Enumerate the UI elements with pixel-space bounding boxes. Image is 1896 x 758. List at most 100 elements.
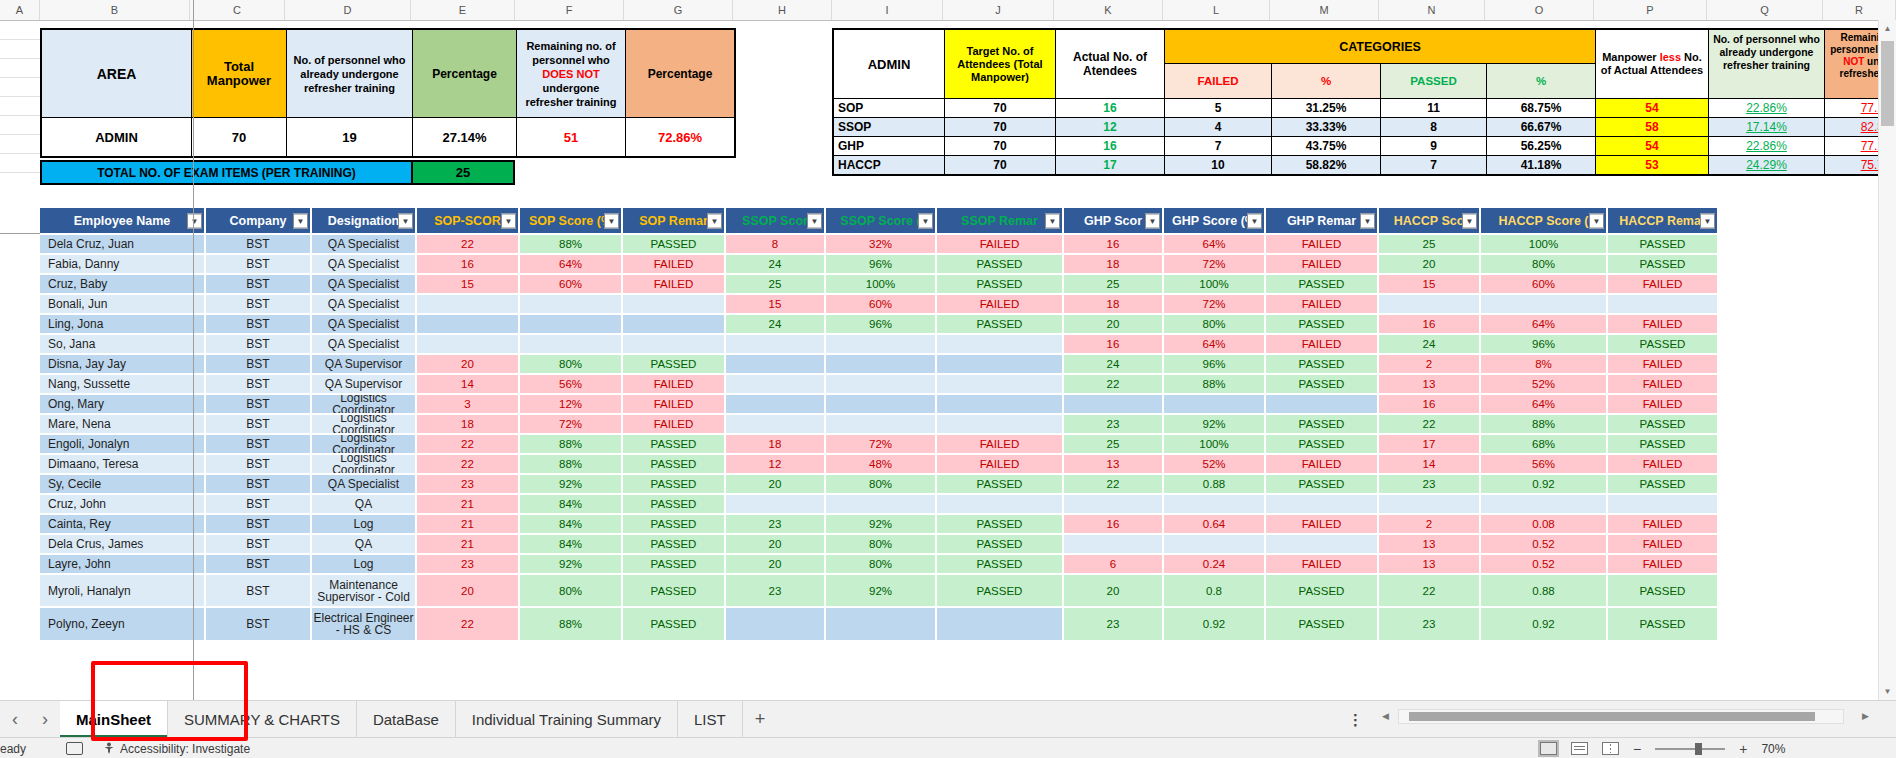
designation-cell[interactable]: QA Specialist [312,255,415,273]
cell-sop-remarks[interactable]: PASSED [623,535,724,553]
column-header-sop-score[interactable]: SOP Score (%▼ [520,208,621,233]
zoom-slider[interactable] [1655,748,1725,750]
column-header-company[interactable]: Company▼ [206,208,310,233]
cell-haccp-score-pct[interactable] [1481,495,1606,513]
cell-ghp-remarks[interactable]: PASSED [1266,375,1377,393]
cell-ghp-score[interactable]: 13 [1064,455,1162,473]
horizontal-scrollbar-thumb[interactable] [1409,712,1815,721]
cell-haccp-remarks[interactable]: PASSED [1608,608,1717,640]
tab-list[interactable]: LIST [678,701,743,738]
company-cell[interactable]: BST [206,315,310,333]
page-layout-view-icon[interactable] [1571,742,1588,755]
cell-ssop-score[interactable]: 24 [726,315,824,333]
cell-ssop-diff[interactable]: 58 [1596,118,1708,136]
cell-sop-score-pct[interactable]: 84% [520,515,621,533]
employee-name-cell[interactable]: Nang, Sussette [40,375,204,393]
cell-haccp-remarks[interactable]: FAILED [1608,455,1717,473]
cell-sop-score[interactable]: 18 [417,415,518,433]
column-header-ghp-remar[interactable]: GHP Remar▼ [1266,208,1377,233]
cell-ssop-failed-pct[interactable]: 33.33% [1272,118,1380,136]
company-cell[interactable]: BST [206,535,310,553]
cell-ssop-score[interactable] [726,395,824,413]
column-letter-b[interactable]: B [40,0,190,20]
cell-haccp-score[interactable]: 2 [1379,355,1479,373]
cell-haccp-score[interactable]: 22 [1379,415,1479,433]
failed-pct-header[interactable]: % [1272,64,1380,98]
column-header-ssop-score[interactable]: SSOP Score (▼ [826,208,935,233]
cell-ssop-remarks[interactable]: PASSED [937,575,1062,606]
cell-haccp-score[interactable]: 22 [1379,575,1479,606]
cell-ssop-score-pct[interactable] [826,415,935,433]
cell-ghp-name[interactable]: GHP [834,137,944,155]
cell-ghp-score-pct[interactable]: 96% [1164,355,1264,373]
column-letter-r[interactable]: R [1823,0,1896,20]
column-header-ssop-remar[interactable]: SSOP Remar▼ [937,208,1062,233]
column-letter-a[interactable]: A [0,0,40,20]
designation-cell[interactable]: QA [312,535,415,553]
filter-button[interactable]: ▼ [604,213,619,228]
cell-haccp-score-pct[interactable]: 0.92 [1481,608,1606,640]
vertical-scrollbar[interactable]: ▲ ▼ [1878,20,1896,700]
cell-sop-score-pct[interactable]: 88% [520,608,621,640]
cell-ghp-remarks[interactable] [1266,535,1377,553]
filter-button[interactable]: ▼ [1045,213,1060,228]
cell-ghp-score-pct[interactable]: 0.64 [1164,515,1264,533]
cell-haccp-remarks[interactable]: FAILED [1608,535,1717,553]
employee-name-cell[interactable]: Mare, Nena [40,415,204,433]
cell-sop-remarks[interactable]: FAILED [623,275,724,293]
cell-ssop-remarks[interactable]: FAILED [937,235,1062,253]
exam-items-value[interactable]: 25 [413,162,513,183]
categories-header[interactable]: CATEGORIES [1165,30,1595,63]
company-cell[interactable]: BST [206,608,310,640]
employee-name-cell[interactable]: Polyno, Zeeyn [40,608,204,640]
employee-name-cell[interactable]: Engoli, Jonalyn [40,435,204,453]
total-manpower-header[interactable]: Total Manpower [192,30,286,117]
cell-ssop-passed[interactable]: 8 [1381,118,1486,136]
cell-ghp-score-pct[interactable]: 72% [1164,295,1264,313]
company-cell[interactable]: BST [206,235,310,253]
cell-sop-score-pct[interactable] [520,295,621,313]
cell-ghp-score-pct[interactable]: 80% [1164,315,1264,333]
percentage-value-1[interactable]: 27.14% [413,118,516,156]
scroll-down-icon[interactable]: ▼ [1879,683,1896,700]
undergone-pct-header[interactable]: No. of personnel who already undergone r… [1709,30,1824,98]
cell-ssop-remarks[interactable]: PASSED [937,315,1062,333]
cell-ghp-score[interactable] [1064,495,1162,513]
employee-name-cell[interactable]: Ling, Jona [40,315,204,333]
column-header-sop-remar[interactable]: SOP Remar▼ [623,208,724,233]
cell-haccp-score-pct[interactable]: 96% [1481,335,1606,353]
employee-name-cell[interactable]: Layre, John [40,555,204,573]
cell-ghp-diff[interactable]: 54 [1596,137,1708,155]
employee-name-cell[interactable]: Cruz, Baby [40,275,204,293]
cell-ghp-score[interactable] [1064,535,1162,553]
cell-haccp-score[interactable]: 20 [1379,255,1479,273]
cell-sop-diff[interactable]: 54 [1596,99,1708,117]
cell-ghp-remarks[interactable]: FAILED [1266,555,1377,573]
cell-haccp-score-pct[interactable]: 0.08 [1481,515,1606,533]
column-header-employee-name[interactable]: Employee Name▼ [40,208,204,233]
filter-button[interactable]: ▼ [501,213,516,228]
cell-haccp-actual[interactable]: 17 [1056,156,1164,174]
cell-ghp-score[interactable]: 24 [1064,355,1162,373]
horizontal-scrollbar[interactable] [1398,709,1844,724]
cell-haccp-score[interactable]: 23 [1379,608,1479,640]
company-cell[interactable]: BST [206,395,310,413]
cell-haccp-remarks[interactable]: PASSED [1608,475,1717,493]
cell-sop-score[interactable]: 20 [417,355,518,373]
cell-ssop-passed-pct[interactable]: 66.67% [1487,118,1595,136]
cell-ssop-remarks[interactable]: PASSED [937,535,1062,553]
cell-sop-remarks[interactable]: PASSED [623,475,724,493]
cell-ssop-score-pct[interactable] [826,495,935,513]
cell-ssop-score-pct[interactable]: 96% [826,315,935,333]
cell-sop-score-pct[interactable]: 64% [520,255,621,273]
filter-button[interactable]: ▼ [1589,213,1604,228]
filter-button[interactable]: ▼ [1247,213,1262,228]
percentage-header-2[interactable]: Percentage [626,30,734,117]
normal-view-icon[interactable] [1540,742,1557,755]
employee-name-cell[interactable]: Cruz, John [40,495,204,513]
accessibility-status[interactable]: Accessibility: Investigate [103,742,250,756]
cell-ghp-failed-pct[interactable]: 43.75% [1272,137,1380,155]
zoom-slider-thumb[interactable] [1695,743,1702,755]
cell-ssop-score[interactable] [726,608,824,640]
cell-ghp-score-pct[interactable]: 0.92 [1164,608,1264,640]
